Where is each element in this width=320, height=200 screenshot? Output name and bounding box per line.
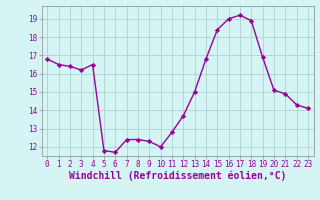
X-axis label: Windchill (Refroidissement éolien,°C): Windchill (Refroidissement éolien,°C) <box>69 171 286 181</box>
